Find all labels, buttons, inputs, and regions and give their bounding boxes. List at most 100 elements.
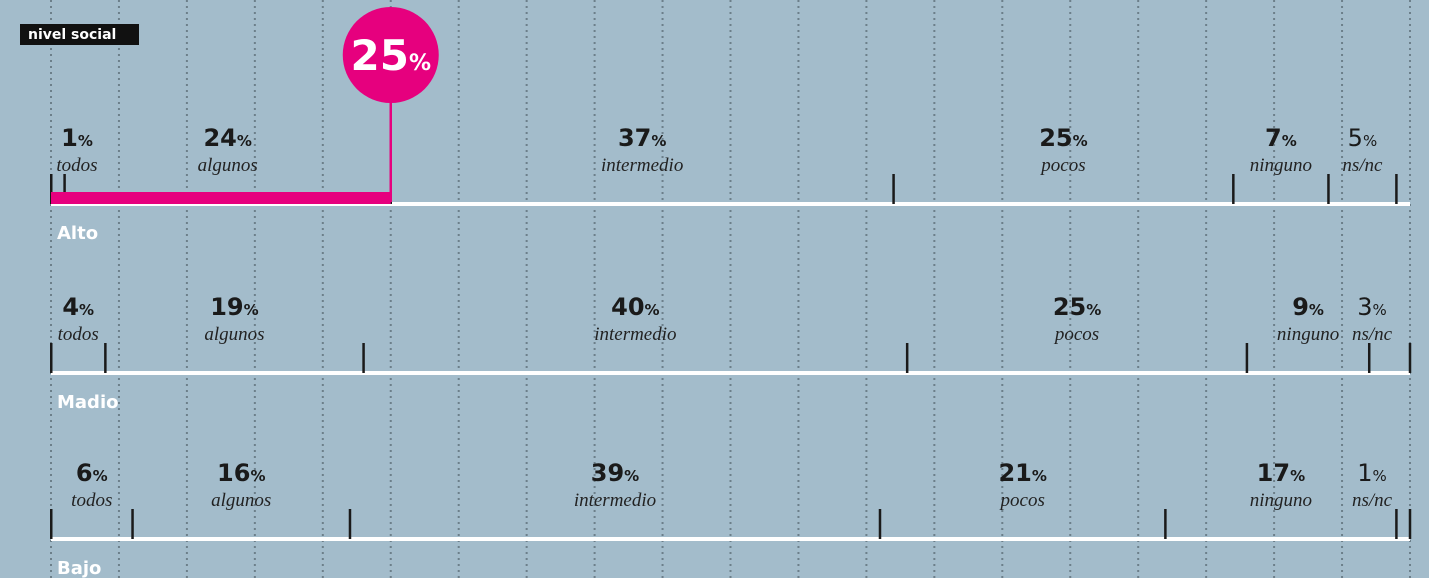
category-label: todos [56,155,97,176]
category-label: algunos [204,324,264,345]
value-label: 1% [61,124,93,152]
category-label: pocos [1039,155,1085,176]
value: 17 [1257,459,1290,487]
segment-tick [905,343,909,373]
value-label: 24% [203,124,251,152]
row-label: Alto [57,223,98,244]
unit: % [250,467,265,485]
unit: % [79,301,94,319]
grid [50,0,1411,578]
segment-tick [1408,343,1412,373]
category-label: pocos [999,490,1045,511]
unit: % [409,51,431,76]
category-label: intermedio [594,324,676,345]
value: 1 [1357,459,1372,487]
category-label: algunos [211,490,271,511]
tick [50,509,53,539]
category-label: ns/nc [1352,324,1393,345]
value: 19 [210,293,243,321]
unit: % [78,132,93,150]
category-label: pocos [1053,324,1099,345]
value-label: 21% [998,459,1046,487]
bar-track [51,202,1410,206]
value: 7 [1265,124,1282,152]
unit: % [624,467,639,485]
category-label: todos [58,324,99,345]
segment-tick [1395,509,1398,539]
label-box [20,24,139,45]
value: 4 [62,293,79,321]
category-label: ninguno [1250,490,1312,511]
value-label: 3% [1357,293,1387,321]
unit: % [1086,301,1101,319]
bar-track [51,371,1410,375]
tick [50,174,53,204]
bar-track [51,537,1410,541]
segment-tick [1408,509,1412,539]
value: 25 [1053,293,1086,321]
value: 6 [76,459,93,487]
value-label: 25% [1039,124,1087,152]
value: 1 [61,124,78,152]
category-label: ns/nc [1342,155,1383,176]
unit: % [645,301,660,319]
unit: % [1363,132,1377,150]
category-label: ninguno [1277,324,1339,345]
unit: % [93,467,108,485]
segment-tick [1367,343,1371,373]
value: 24 [203,124,236,152]
value: 21 [998,459,1031,487]
value-label: 25% [1053,293,1101,321]
segment-tick [348,509,352,539]
value-label: 1% [1357,459,1387,487]
value-label: 7% [1265,124,1297,152]
value: 25 [1039,124,1072,152]
chart-label: nivel social [28,27,116,43]
value-label: 4% [62,293,94,321]
highlight-label: 25% [351,31,432,80]
value-label: 16% [217,459,265,487]
value: 16 [217,459,250,487]
segment-tick [1327,174,1330,204]
segment-tick [63,174,66,204]
value: 39 [591,459,624,487]
unit: % [237,132,252,150]
value: 40 [611,293,644,321]
unit: % [244,301,259,319]
value: 9 [1292,293,1309,321]
value-label: 17% [1257,459,1305,487]
segment-tick [1232,174,1235,204]
segment-tick [104,343,107,373]
value: 5 [1348,124,1363,152]
category-label: intermedio [574,490,656,511]
row-label: Madio [57,392,118,413]
highlight-bubble [342,7,439,103]
segment-tick [1395,174,1398,204]
value-label: 37% [618,124,666,152]
unit: % [1290,467,1305,485]
segment-tick [131,509,134,539]
category-label: todos [71,490,112,511]
category-label: intermedio [601,155,683,176]
highlight-bar [51,192,391,204]
value: 3 [1357,293,1372,321]
segment-tick [1164,509,1167,539]
value-label: 19% [210,293,258,321]
segment-tick [892,174,895,204]
segment-tick [878,509,882,539]
unit: % [1073,132,1088,150]
value-label: 6% [76,459,108,487]
unit: % [1373,467,1387,485]
unit: % [1032,467,1047,485]
value: 37 [618,124,651,152]
value-label: 40% [611,293,659,321]
unit: % [1309,301,1324,319]
tick [50,343,53,373]
value: 25 [351,31,409,80]
row-label: Bajo [57,558,101,578]
segment-tick [362,343,365,373]
segment-tick [1245,343,1249,373]
